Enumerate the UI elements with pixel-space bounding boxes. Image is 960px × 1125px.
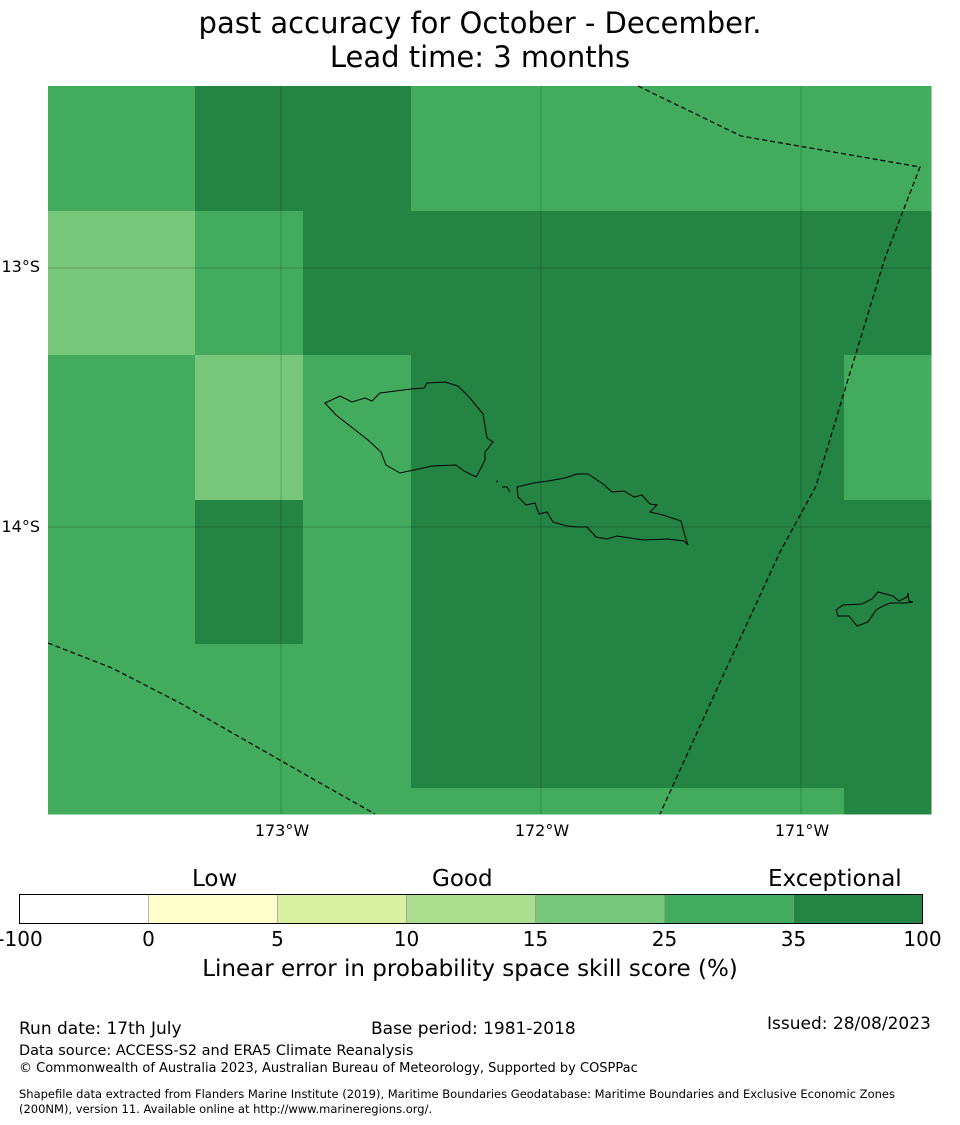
island-upolu [516,473,689,546]
eez-boundary-north [637,85,921,815]
colorbar-tick-label: 25 [651,927,678,951]
skill-cell [195,211,304,356]
skill-cell [628,644,845,789]
skill-cell [844,788,932,815]
run-date: Run date: 17th July [19,1019,182,1039]
colorbar-tick-label: 35 [780,927,807,951]
colorbar-segment [406,894,536,924]
skill-cell [195,644,304,789]
skill-cell [303,500,412,645]
skill-cell [48,355,196,501]
colorbar-title: Linear error in probability space skill … [202,956,738,982]
issued-date: Issued: 28/08/2023 [767,1014,931,1034]
island-savaii [324,381,494,478]
colorbar-segment [277,894,407,924]
skill-cell [48,500,196,645]
shapefile-credit-line1: Shapefile data extracted from Flanders M… [19,1087,895,1101]
island-manono [502,486,511,493]
colorbar-segment [148,894,278,924]
colorbar-segment [664,894,794,924]
data-source: Data source: ACCESS-S2 and ERA5 Climate … [19,1043,414,1059]
skill-cell [628,788,845,815]
lat-label-14s: 14°S [1,517,40,536]
skill-cell [195,86,304,212]
skill-cell [844,500,932,645]
skill-cell [303,644,412,789]
skill-cell [628,211,845,356]
eez-boundaries [47,85,921,815]
skill-cell [628,500,845,645]
skill-cell [411,644,629,789]
skill-cell [48,86,196,212]
colorbar-tick-label: 15 [522,927,549,951]
colorbar-tick-label: 0 [142,927,155,951]
legend-category-good: Good [432,866,493,892]
legend-category-low: Low [192,866,238,892]
colorbar-segment [535,894,665,924]
map-title-line1: past accuracy for October - December. [198,6,762,40]
map-title-line2: Lead time: 3 months [329,40,631,74]
skill-cell [844,86,932,212]
skill-cell [195,500,304,645]
skill-cell [303,211,412,356]
base-period: Base period: 1981-2018 [371,1019,576,1039]
skill-cell [195,355,304,501]
skill-cell [411,86,629,212]
colorbar-segment [793,894,923,924]
island-apolima [495,480,499,483]
lon-label-173w: 173°W [254,821,310,840]
lon-label-171w: 171°W [774,821,830,840]
colorbar-tick-label: 100 [903,927,942,951]
eez-boundary-south [47,642,376,815]
legend-colorbar [19,894,923,924]
skill-map [47,85,932,815]
copyright: © Commonwealth of Australia 2023, Austra… [19,1061,638,1076]
skill-cell [411,211,629,356]
legend-category-exceptional: Exceptional [768,866,902,892]
lon-label-172w: 172°W [514,821,570,840]
skill-cell [411,788,629,815]
shapefile-credit-line2: (200NM), version 11. Available online at… [19,1102,433,1116]
skill-cell [48,211,196,356]
coastlines [324,381,914,627]
colorbar-tick-label: 5 [271,927,284,951]
skill-cell [303,355,412,501]
colorbar-tick-label: 10 [393,927,420,951]
colorbar-segment [19,894,149,924]
skill-cell [48,788,196,815]
skill-cell [303,86,412,212]
lat-label-13s: 13°S [1,257,40,276]
colorbar-outline [19,894,923,924]
skill-cell [48,644,196,789]
skill-cell [303,788,412,815]
island-tutuila [835,591,914,627]
skill-cell [628,355,845,501]
colorbar-tick-label: -100 [0,927,43,951]
skill-cell [195,788,304,815]
skill-cell [628,86,845,212]
skill-cell [411,500,629,645]
graticule [48,86,931,814]
skill-cell [844,211,932,356]
skill-cell [844,644,932,789]
skill-cell [844,355,932,501]
skill-grid [48,86,932,815]
